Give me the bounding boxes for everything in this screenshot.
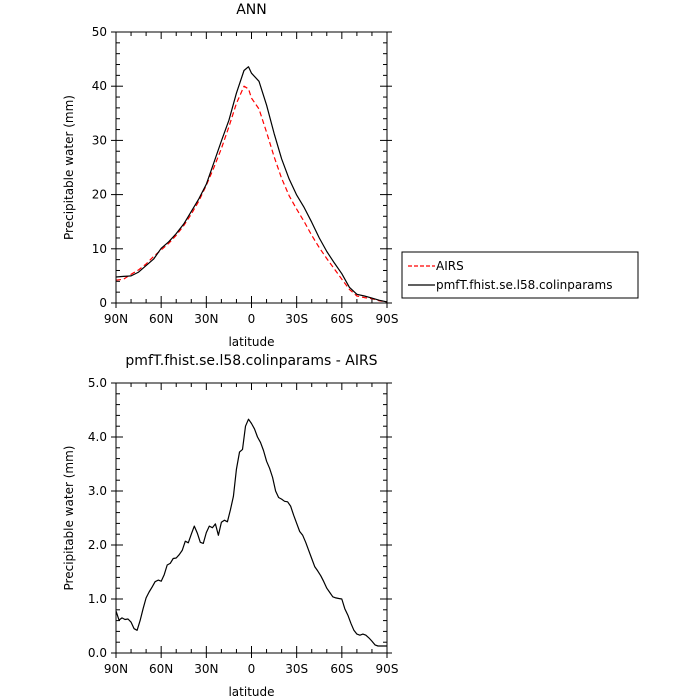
x-tick-label: 60N xyxy=(149,312,173,326)
y-tick-label: 4.0 xyxy=(88,430,107,444)
legend-label: AIRS xyxy=(436,259,464,273)
y-tick-label: 5.0 xyxy=(88,376,107,390)
series-line-pmft-fhist-se-l58-colinparams xyxy=(115,66,388,303)
x-axis-label: latitude xyxy=(228,685,274,699)
y-tick-label: 20 xyxy=(92,188,107,202)
x-axis-label: latitude xyxy=(228,335,274,349)
series-line-airs xyxy=(115,85,388,303)
y-tick-label: 0.0 xyxy=(88,646,107,660)
x-tick-label: 30N xyxy=(194,662,218,676)
y-axis-label: Precipitable water (mm) xyxy=(62,95,76,240)
x-tick-label: 60N xyxy=(149,662,173,676)
x-tick-label: 60S xyxy=(330,312,353,326)
legend: AIRS pmfT.fhist.se.l58.colinparams xyxy=(401,251,639,299)
y-tick-label: 0 xyxy=(99,296,107,310)
x-tick-label: 0 xyxy=(248,662,256,676)
top-panel: 90N 60N 30N 0 30S 60S 90S 0 10 20 30 40 50 ANN latitud… xyxy=(62,2,639,349)
y-axis-label: Precipitable water (mm) xyxy=(62,446,76,591)
y-tick-label: 50 xyxy=(92,25,107,39)
x-tick-label: 60S xyxy=(330,662,353,676)
chart-title: pmfT.fhist.se.l58.colinparams - AIRS xyxy=(125,353,377,369)
bottom-panel: 90N 60N 30N 0 30S 60S 90S 0.0 1.0 2.0 3.0 4.0 5.0 pmf… xyxy=(62,353,398,699)
series-line-0 xyxy=(115,418,387,647)
y-tick-label: 3.0 xyxy=(88,484,107,498)
x-tick-label: 90N xyxy=(104,662,128,676)
legend-box xyxy=(401,251,639,299)
y-tick-label: 2.0 xyxy=(88,538,107,552)
y-tick-label: 1.0 xyxy=(88,592,107,606)
x-tick-label: 90N xyxy=(104,312,128,326)
y-tick-label: 30 xyxy=(92,133,107,147)
x-tick-label: 30N xyxy=(194,312,218,326)
legend-label: pmfT.fhist.se.l58.colinparams xyxy=(436,278,612,292)
x-tick-label: 0 xyxy=(248,312,256,326)
x-tick-label: 90S xyxy=(376,662,399,676)
x-tick-label: 90S xyxy=(376,312,399,326)
chart-title: ANN xyxy=(236,2,267,18)
y-tick-label: 40 xyxy=(92,79,107,93)
y-tick-label: 10 xyxy=(92,242,107,256)
x-tick-label: 30S xyxy=(285,662,308,676)
x-tick-label: 30S xyxy=(285,312,308,326)
